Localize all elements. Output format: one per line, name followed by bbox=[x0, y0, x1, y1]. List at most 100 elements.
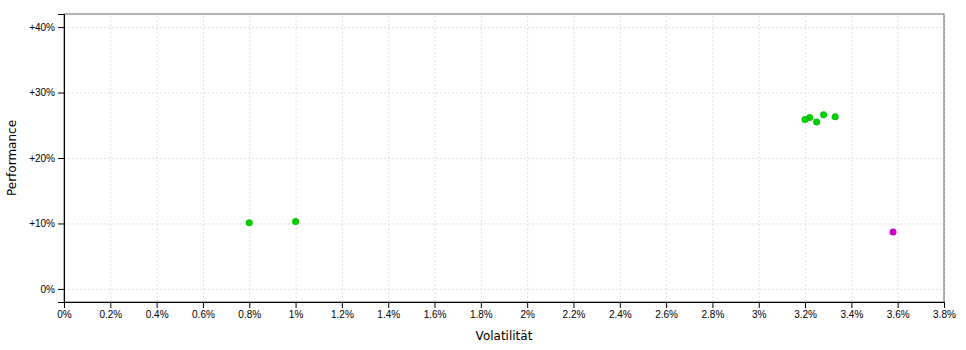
x-grid-line bbox=[666, 14, 667, 302]
x-tick-mark bbox=[527, 302, 528, 308]
x-tick-mark bbox=[342, 302, 343, 308]
y-grid bbox=[64, 28, 944, 290]
x-tick: 3.4% bbox=[840, 302, 863, 320]
y-tick: 0% bbox=[41, 284, 64, 295]
x-tick: 2.4% bbox=[609, 302, 632, 320]
x-grid-tick bbox=[342, 14, 343, 302]
y-tick-mark bbox=[58, 27, 64, 28]
x-tick-label: 3% bbox=[752, 309, 767, 320]
x-tick-label: 1.2% bbox=[331, 309, 354, 320]
x-tick-label: 0% bbox=[57, 309, 72, 320]
x-grid-tick bbox=[481, 14, 482, 302]
x-grid-line bbox=[805, 14, 806, 302]
x-axis-line bbox=[65, 303, 945, 309]
x-grid-line bbox=[851, 14, 852, 302]
y-axis: 0% +10% +20% +30% +40% bbox=[29, 15, 64, 303]
x-grid-line bbox=[296, 14, 297, 302]
x-tick-label: 2% bbox=[520, 309, 535, 320]
y-tick: +20% bbox=[29, 153, 64, 164]
x-grid-tick bbox=[712, 14, 713, 302]
x-tick-mark bbox=[712, 302, 713, 308]
x-tick-mark bbox=[573, 302, 574, 308]
x-grid-tick bbox=[110, 14, 111, 302]
x-tick-mark bbox=[898, 302, 899, 308]
x-tick: 2.8% bbox=[702, 302, 725, 320]
x-tick-label: 3.6% bbox=[887, 309, 910, 320]
x-grid bbox=[65, 14, 945, 302]
x-grid-tick bbox=[898, 14, 899, 302]
point bbox=[820, 111, 827, 118]
x-grid-tick bbox=[573, 14, 574, 302]
x-tick-mark bbox=[249, 302, 250, 308]
x-tick: 3.8% bbox=[933, 302, 956, 320]
y-tick-label: +40% bbox=[29, 22, 55, 33]
x-tick: 0.6% bbox=[192, 302, 215, 320]
x-tick: 1.8% bbox=[470, 302, 493, 320]
x-grid-line bbox=[620, 14, 621, 302]
x-tick-label: 2.6% bbox=[655, 309, 678, 320]
y-tick: +10% bbox=[29, 218, 64, 229]
x-tick-mark bbox=[110, 302, 111, 308]
x-tick-label: 3.8% bbox=[933, 309, 956, 320]
x-grid-line bbox=[203, 14, 204, 302]
x-tick: 0.4% bbox=[146, 302, 169, 320]
x-tick: 2.2% bbox=[563, 302, 586, 320]
x-tick-label: 0.8% bbox=[238, 309, 261, 320]
series bbox=[890, 228, 897, 235]
x-tick-label: 3.2% bbox=[794, 309, 817, 320]
x-axis: 0%0.2%0.4%0.6%0.8%1%1.2%1.4%1.6%1.8%2%2.… bbox=[57, 302, 956, 320]
x-grid-tick bbox=[851, 14, 852, 302]
x-tick: 1% bbox=[289, 302, 304, 320]
x-tick: 1.4% bbox=[377, 302, 400, 320]
y-grid-tick bbox=[64, 289, 944, 290]
y-grid-line bbox=[64, 27, 944, 28]
x-grid-line bbox=[573, 14, 574, 302]
x-tick-label: 2.2% bbox=[563, 309, 586, 320]
y-tick-mark bbox=[58, 223, 64, 224]
y-tick: +30% bbox=[29, 87, 64, 98]
x-grid-tick bbox=[388, 14, 389, 302]
x-axis-title: Volatilität bbox=[476, 329, 533, 343]
y-grid-line bbox=[64, 158, 944, 159]
x-tick: 3.6% bbox=[887, 302, 910, 320]
x-tick-label: 1.6% bbox=[424, 309, 447, 320]
y-tick-mark bbox=[58, 158, 64, 159]
x-tick-label: 2.4% bbox=[609, 309, 632, 320]
x-tick-label: 2.8% bbox=[702, 309, 725, 320]
x-tick: 0% bbox=[57, 302, 72, 320]
x-grid-tick bbox=[666, 14, 667, 302]
x-tick-mark bbox=[759, 302, 760, 308]
x-grid-line bbox=[388, 14, 389, 302]
x-tick: 0.8% bbox=[238, 302, 261, 320]
x-tick-mark bbox=[620, 302, 621, 308]
x-grid-line bbox=[759, 14, 760, 302]
y-grid-tick bbox=[64, 223, 944, 224]
point bbox=[832, 113, 839, 120]
x-grid-tick bbox=[527, 14, 528, 302]
x-grid-tick bbox=[296, 14, 297, 302]
y-grid-tick bbox=[64, 27, 944, 28]
x-tick: 3% bbox=[752, 302, 767, 320]
y-axis-title: Performance bbox=[5, 120, 19, 196]
point bbox=[806, 114, 813, 121]
x-grid-tick bbox=[203, 14, 204, 302]
x-tick-mark bbox=[481, 302, 482, 308]
x-grid-tick bbox=[759, 14, 760, 302]
x-tick: 2% bbox=[520, 302, 535, 320]
series bbox=[246, 111, 839, 226]
plot-frame bbox=[64, 14, 944, 302]
point bbox=[246, 219, 253, 226]
x-grid-tick bbox=[249, 14, 250, 302]
x-tick-label: 1% bbox=[289, 309, 304, 320]
x-grid-line bbox=[898, 14, 899, 302]
x-tick: 1.2% bbox=[331, 302, 354, 320]
y-tick-mark bbox=[58, 93, 64, 94]
x-tick: 3.2% bbox=[794, 302, 817, 320]
y-grid-line bbox=[64, 289, 944, 290]
x-grid-line bbox=[157, 14, 158, 302]
x-tick-label: 1.8% bbox=[470, 309, 493, 320]
x-tick-mark bbox=[157, 302, 158, 308]
y-tick: +40% bbox=[29, 22, 64, 33]
point bbox=[813, 119, 820, 126]
x-grid-line bbox=[527, 14, 528, 302]
